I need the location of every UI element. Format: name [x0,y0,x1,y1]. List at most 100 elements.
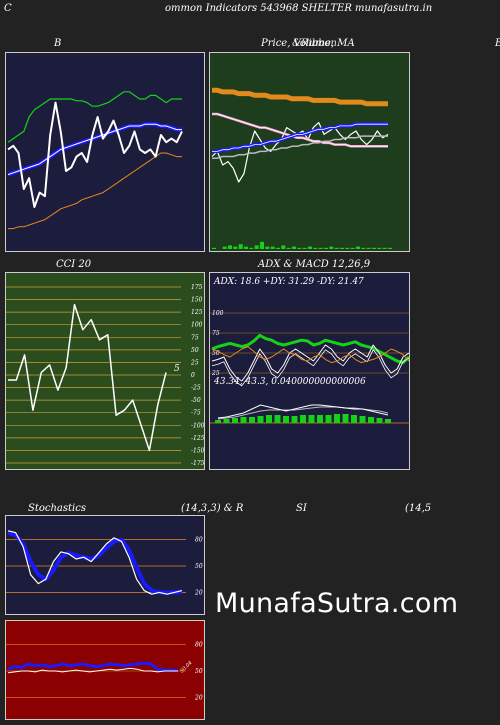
stoch-params: (14,3,3) & R [181,503,244,514]
volume-bar [222,246,227,249]
price-chart [211,87,392,249]
volume-bar [377,247,382,249]
adx-title: ADX & MACD 12,26,9 [258,259,371,270]
adx-readout: ADX: 18.6 +DY: 31.29 -DY: 21.47 [214,277,364,287]
rsi-price-line [7,667,178,674]
price-title: Price, Volume, MA [261,38,355,49]
volume-bar [372,247,376,249]
macd-hist-bar [291,416,298,423]
macd-hist-bar [300,415,306,423]
bb-lower-line [8,152,182,230]
volume-bar [260,241,264,249]
bb-middle-core-line [7,123,182,176]
volume-bar [281,245,286,249]
price-ma_pink-line [212,112,388,148]
stoch-k-line [7,530,183,595]
volume-bar [254,245,259,249]
adx-tick-label: 100 [212,310,224,317]
stoch-title: Stochastics [28,503,86,514]
macd-hist-bar [266,415,272,423]
rsi-last-value: 50.04 [179,660,193,674]
volume-bar [286,247,291,249]
watermark: MunafaSutra.com [215,588,459,619]
volume-bar [324,247,328,249]
cci-tick-label: 175 [191,284,203,291]
macd-readout: 43.34, 43.3, 0.040000000000006 [214,377,366,387]
volume-bar [265,246,270,249]
macd-hist-bar [317,415,323,423]
adx-tick-label: 75 [212,330,220,337]
volume-bar [329,246,334,249]
bb-upper-line [7,91,182,143]
volume-bar [302,247,307,249]
macd-hist-bar [368,417,374,423]
macd-macd-line [217,404,389,419]
volume-bar [334,247,339,249]
macd-hist-bar [325,415,332,423]
stoch-chart: 80 50 20 [6,530,203,596]
macd-hist-bar [223,419,230,423]
macd-hist-bar [232,418,238,423]
volume-bar [318,247,323,249]
volume-bar [382,247,387,249]
adx-tick-label: 50 [212,350,220,357]
adx-tick-label: 25 [211,370,220,377]
rsi-panel: 80 50 20 50.04 [5,620,205,720]
cci-line [8,303,167,452]
macd-hist-bar [351,415,357,423]
bb-middle-line [7,122,182,177]
volume-bar [276,247,280,249]
macd-hist-bar [257,416,264,423]
bb-price-line [7,101,183,208]
stoch-panel: 80 50 20 [5,515,205,615]
rsi-line [7,661,179,673]
cci-tick-label: -150 [191,447,205,454]
cci-tick-label: -100 [191,422,205,429]
macd-hist-bar [240,417,247,423]
header-left-label: C [4,3,12,14]
cci-tick-label: 25 [190,359,199,366]
macd-hist-bar [215,420,221,423]
cci-chart: 175 150 125 100 75 50 25 0 -25 -50 -75 -100 -125 -150… [6,284,205,467]
cci-panel: 175 150 125 100 75 50 25 0 -25 -50 -75 -100 -125 -150… [5,272,205,470]
macd-hist-bar [376,418,383,423]
cci-tick-label: 50 [191,347,199,354]
volume-bar [345,247,350,249]
macd-hist-bar [249,417,255,423]
adx-panel: ADX: 18.6 +DY: 31.29 -DY: 21.47 100 75 50 2… [209,272,411,470]
volume-bar [297,247,302,249]
price-ma_pink-core-line [212,113,388,147]
stoch-tick-label: 50 [195,563,203,570]
cci-tick-label: -175 [191,460,205,467]
header-title: ommon Indicators 543968 SHELTER munafasu… [165,3,433,14]
bb-title: B [54,38,62,49]
volume-bar [238,244,243,249]
adx-minus_di-line [211,346,410,364]
rsi-chart: 80 50 20 50.04 [6,642,203,701]
volume-bar [313,247,318,249]
cci-tick-label: 150 [191,297,203,304]
price-ma_blue-core-line [212,123,388,152]
volume-bar [233,246,238,249]
volume-bar [212,247,216,249]
volume-bar [308,246,312,249]
price-ma_grey-line [212,135,388,159]
adx-plus-di-shadow-line [211,349,410,387]
volume-bar [388,247,392,249]
cci-tick-label: -50 [191,397,201,404]
macd-hist-bar [342,414,349,423]
cci-tick-label: 125 [191,309,203,316]
volume-bar [340,247,344,249]
macd-hist-bar [283,416,289,423]
volume-bar [228,245,232,249]
stoch-tick-label: 80 [195,537,203,544]
cci-tick-label: -125 [191,435,205,442]
rsi-tick-label: 20 [194,694,203,701]
volume-bar [270,246,275,249]
macd-hist-bar [385,419,391,423]
bb-panel [5,52,205,252]
cci-tick-label: 75 [191,334,199,341]
rsi-tick-label: 50 [195,668,203,675]
price-panel [209,52,410,252]
volume-bar [244,246,248,249]
